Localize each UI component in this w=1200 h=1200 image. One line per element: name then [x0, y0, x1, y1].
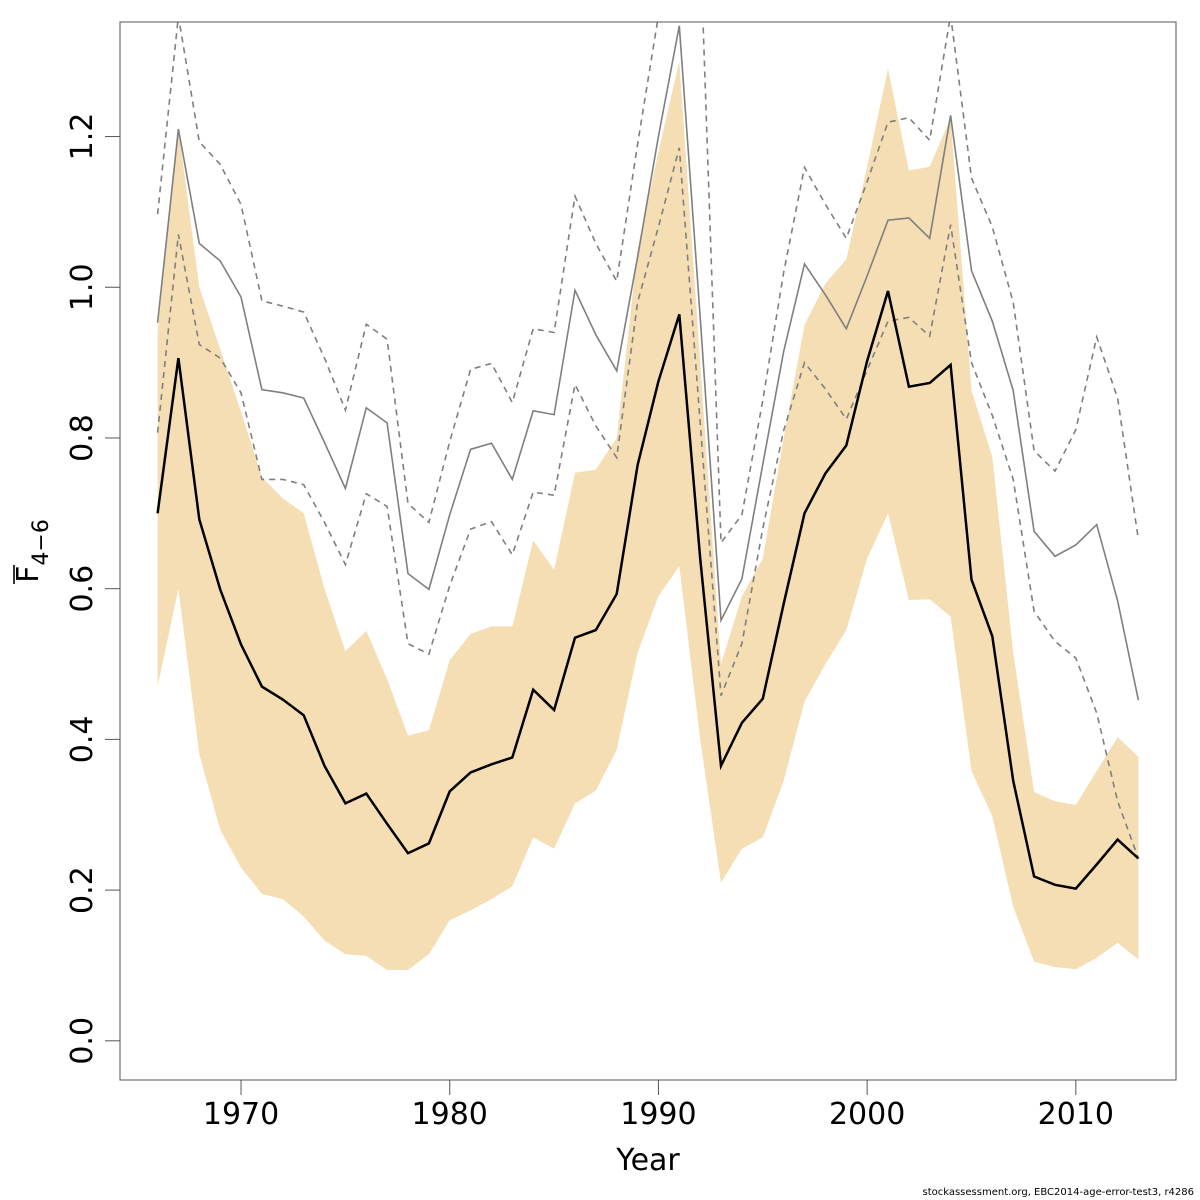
y-tick-label: 0.2	[65, 866, 100, 914]
y-tick-label: 1.2	[65, 113, 100, 161]
y-axis-title-subscript: 4−6	[29, 519, 54, 565]
comparison-bound-line	[156, 22, 1140, 545]
y-tick-label: 1.0	[65, 263, 100, 311]
y-axis-title: F4−6	[11, 519, 54, 584]
x-tick-label: 1990	[620, 1097, 696, 1132]
y-tick-label: 0.6	[65, 565, 100, 613]
x-tick-label: 1980	[412, 1097, 488, 1132]
y-tick-label: 0.4	[65, 716, 100, 764]
confidence-band	[157, 61, 1139, 970]
y-axis-title-main: F	[11, 566, 46, 583]
comparison-bound-line	[156, 147, 1140, 859]
comparison-estimate-line	[156, 25, 1140, 701]
y-tick-label: 0.0	[65, 1017, 100, 1065]
svg-text:F4−6: F4−6	[11, 519, 54, 583]
x-tick-label: 2010	[1038, 1097, 1114, 1132]
y-tick-label: 0.8	[65, 414, 100, 462]
x-tick-label: 2000	[829, 1097, 905, 1132]
x-axis: 1970 1980 1990 2000 2010	[203, 1079, 1114, 1132]
plot-area	[156, 22, 1140, 970]
x-tick-label: 1970	[203, 1097, 279, 1132]
x-axis-title: Year	[615, 1143, 680, 1178]
estimate-line	[156, 290, 1140, 890]
footnote: stockassessment.org, EBC2014-age-error-t…	[922, 1187, 1194, 1198]
y-axis: 0.0 0.2 0.4 0.6 0.8 1.0 1.2	[65, 113, 121, 1065]
